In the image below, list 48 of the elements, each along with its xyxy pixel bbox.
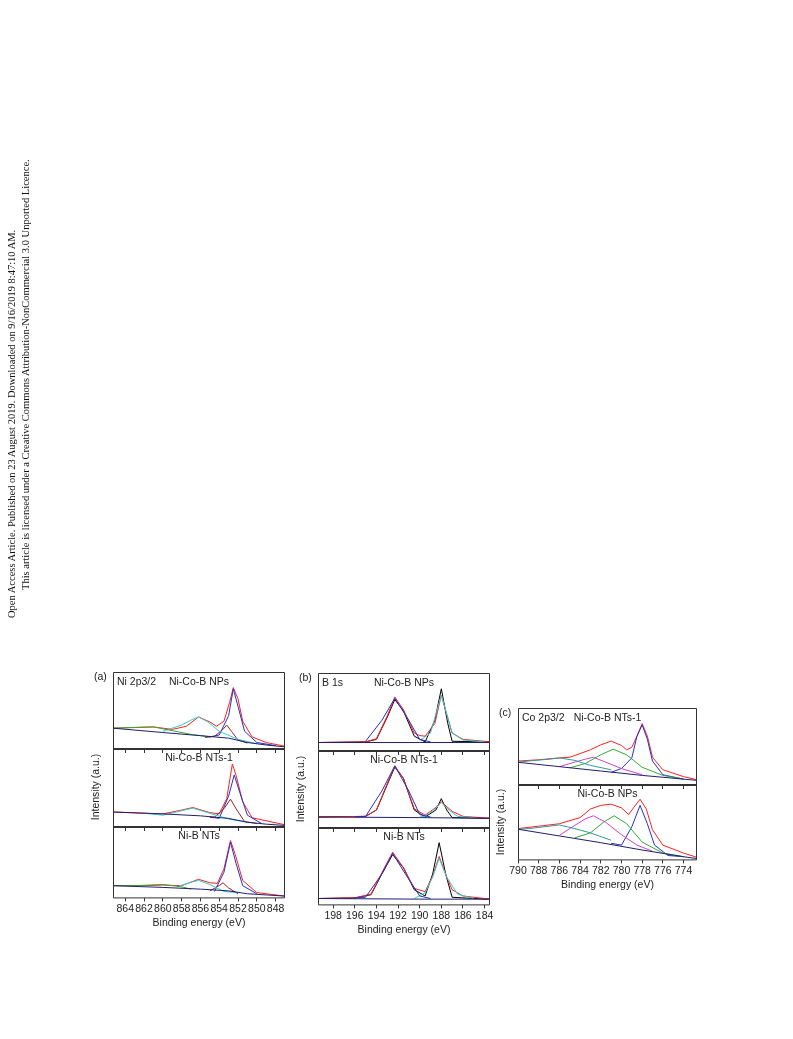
x-tick-label: 858 <box>172 901 191 914</box>
y-axis-title: Intensity (a.u.) <box>88 753 101 821</box>
text: (a) <box>94 670 107 682</box>
x-axis-title: Binding energy (eV) <box>356 923 452 935</box>
x-tick-label: 782 <box>592 863 610 876</box>
x-tick-label: 852 <box>229 901 247 914</box>
y-axis-title: Intensity (a.u.) <box>293 755 306 822</box>
y-axis-title: Intensity (a.u.) <box>493 788 506 856</box>
chart-title: Ni-Co-B NTs-1 <box>370 753 438 766</box>
x-tick-label: 780 <box>612 863 631 876</box>
chart-title: Ni-B NTs <box>383 830 425 843</box>
text: Open Access Article. Published on 23 August 2019. Downloaded on 9/16/2019 8:47:10 AM. <box>6 229 17 618</box>
x-tick-label: 856 <box>191 901 210 914</box>
x-tick-label: 848 <box>266 901 285 914</box>
x-tick-label: 784 <box>571 863 589 876</box>
chart-title: Ni-Co-B NPs <box>168 675 230 688</box>
x-tick-label: 864 <box>116 901 135 914</box>
chart-title: Ni-Co-B NPs <box>373 676 435 689</box>
x-tick-label: 774 <box>674 863 693 876</box>
text: This article is licensed under a Creative Commons Attribution-NonCommercial 3.0 Unported Licence. <box>20 159 31 590</box>
text: B 1s <box>322 676 344 688</box>
x-tick-label: 790 <box>509 863 527 876</box>
x-tick-label: 778 <box>633 863 652 876</box>
x-tick-label: 192 <box>389 908 407 921</box>
x-tick-label: 854 <box>210 901 229 914</box>
x-tick-label: 184 <box>475 908 494 921</box>
x-axis-title: Binding energy (eV) <box>151 916 247 928</box>
x-axis-title: Binding energy (eV) <box>560 878 655 890</box>
chart-title: Ni-Co-B NTs-1 <box>165 751 233 764</box>
x-tick-label: 860 <box>154 901 172 914</box>
x-tick-label: 786 <box>550 863 569 876</box>
x-tick-label: 190 <box>410 908 429 921</box>
text: Co 2p3/2 <box>522 711 565 723</box>
chart-title: Ni-Co-B NTs-1 <box>573 711 642 724</box>
x-tick-label: 198 <box>324 908 343 921</box>
text: (c) <box>499 706 512 718</box>
text: Ni 2p3/2 <box>117 675 157 687</box>
x-tick-label: 776 <box>654 863 672 876</box>
chart-title: Ni-Co-B NPs <box>577 787 638 800</box>
x-tick-label: 186 <box>454 908 472 921</box>
text: (b) <box>299 671 312 683</box>
x-tick-label: 196 <box>346 908 364 921</box>
x-tick-label: 194 <box>367 908 386 921</box>
x-tick-label: 788 <box>529 863 548 876</box>
x-tick-label: 862 <box>135 901 153 914</box>
chart-title: Ni-B NTs <box>178 829 220 842</box>
x-tick-label: 188 <box>432 908 451 921</box>
x-tick-label: 850 <box>248 901 266 914</box>
